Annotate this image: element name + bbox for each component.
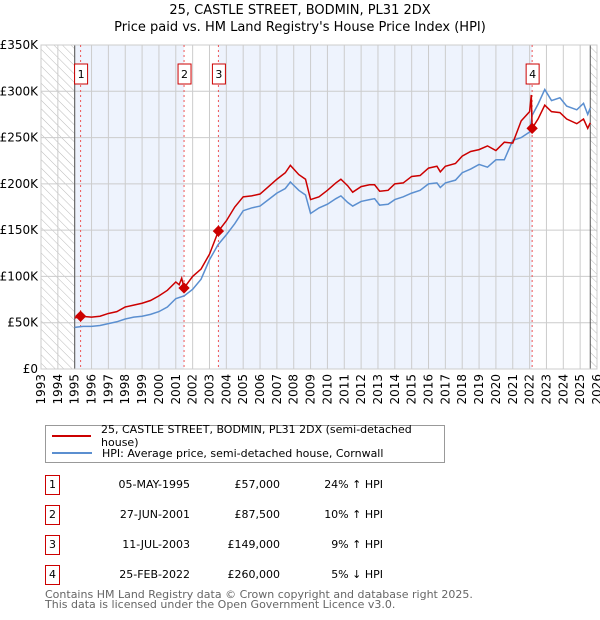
price-paid-line (74, 94, 591, 319)
x-tick-label: 1995 (68, 374, 82, 405)
sale-label: 4 (529, 68, 536, 81)
x-tick-label: 2016 (422, 374, 436, 405)
x-tick-label: 2006 (253, 374, 267, 405)
x-tick-label: 2004 (219, 374, 233, 405)
x-tick-label: 2018 (455, 374, 469, 405)
x-tick-label: 2000 (152, 374, 166, 405)
x-tick-label: 2009 (304, 374, 318, 405)
y-tick-label: £50K (7, 316, 39, 330)
y-tick-label: £0 (23, 362, 38, 376)
x-tick-label: 1999 (135, 374, 149, 405)
x-tick-label: 2001 (169, 374, 183, 405)
sale-number-badge: 2 (45, 505, 60, 525)
x-tick-label: 2020 (489, 374, 503, 405)
footer-line: This data is licensed under the Open Gov… (45, 598, 396, 611)
x-tick-label: 1998 (118, 374, 132, 405)
sale-point (178, 282, 190, 294)
x-tick-label: 1994 (51, 374, 65, 405)
shaded-period (74, 45, 185, 369)
x-tick-label: 1993 (34, 374, 48, 405)
x-tick-label: 2005 (236, 374, 250, 405)
y-tick-label: £200K (0, 177, 39, 191)
sale-label-box (211, 63, 226, 85)
x-tick-label: 2015 (405, 374, 419, 405)
price-chart: 1993 1994 1995 1996 1997 1998 1999 2000 2001 2002… (0, 38, 600, 405)
legend-label: HPI: Average price, semi-detached house,… (102, 446, 384, 460)
sale-label-box (74, 63, 89, 85)
chart-subtitle: Price paid vs. HM Land Registry's House … (114, 20, 486, 35)
footer-line: Contains HM Land Registry data © Crown c… (45, 588, 473, 601)
sale-date: 05-MAY-1995 (118, 478, 190, 491)
hpi-comparison: 5% ↓ HPI (331, 568, 383, 581)
x-tick-label: 2010 (320, 374, 334, 405)
x-tick-label: 2014 (388, 374, 402, 405)
x-tick-label: 2017 (438, 374, 452, 405)
sale-label: 3 (215, 68, 222, 81)
hatched-period (590, 45, 597, 369)
shaded-period (218, 45, 533, 369)
sale-label: 1 (78, 68, 85, 81)
sale-price: £260,000 (227, 568, 281, 581)
x-tick-label: 2025 (573, 374, 587, 405)
sale-number-badge: 4 (45, 565, 60, 585)
hpi-comparison: 10% ↑ HPI (324, 508, 383, 521)
x-tick-label: 2026 (590, 374, 600, 405)
sale-date: 11-JUL-2003 (122, 538, 190, 551)
y-tick-label: £250K (0, 131, 39, 145)
sale-point (212, 225, 225, 237)
legend-item-hpi: HPI: Average price, semi-detached house,… (46, 445, 383, 461)
x-tick-label: 2013 (371, 374, 385, 405)
x-tick-label: 1996 (85, 374, 99, 405)
sale-label-box (525, 63, 540, 85)
x-tick-label: 2024 (556, 374, 570, 405)
x-tick-label: 2007 (270, 374, 284, 405)
x-tick-label: 2008 (287, 374, 301, 405)
y-tick-label: £350K (0, 38, 39, 52)
x-tick-label: 2023 (539, 374, 553, 405)
legend-item-property: 25, CASTLE STREET, BODMIN, PL31 2DX (sem… (46, 423, 444, 449)
x-tick-label: 1997 (101, 374, 115, 405)
footer: Contains HM Land Registry data © Crown c… (45, 588, 473, 611)
x-tick-label: 2011 (337, 374, 351, 405)
x-tick-label: 2002 (186, 374, 200, 405)
sale-label-box (177, 63, 192, 85)
y-tick-label: £300K (0, 84, 39, 98)
sale-price: £87,500 (234, 508, 281, 521)
x-tick-label: 2021 (506, 374, 520, 405)
sale-label: 2 (181, 68, 188, 81)
sale-date: 27-JUN-2001 (119, 508, 190, 521)
legend: 25, CASTLE STREET, BODMIN, PL31 2DX (sem… (45, 423, 445, 463)
sale-price: £149,000 (227, 538, 281, 551)
y-tick-label: £100K (0, 269, 39, 283)
legend-label: 25, CASTLE STREET, BODMIN, PL31 2DX (sem… (101, 423, 412, 449)
plot-frame (40, 44, 598, 370)
y-tick-label: £150K (0, 223, 39, 237)
x-tick-label: 2012 (354, 374, 368, 405)
legend-swatch-blue (52, 452, 92, 454)
hpi-comparison: 24% ↑ HPI (324, 478, 383, 491)
sale-number-badge: 1 (45, 475, 60, 495)
x-tick-label: 2019 (472, 374, 486, 405)
legend-swatch-red (52, 435, 92, 437)
sale-date: 25-FEB-2022 (119, 568, 190, 581)
hpi-comparison: 9% ↑ HPI (331, 538, 383, 551)
chart-title: 25, CASTLE STREET, BODMIN, PL31 2DX (169, 3, 431, 18)
sale-price: £57,000 (234, 478, 281, 491)
x-tick-label: 2003 (202, 374, 216, 405)
sale-number-badge: 3 (45, 535, 60, 555)
x-tick-label: 2022 (523, 374, 537, 405)
hpi-line (74, 87, 591, 329)
